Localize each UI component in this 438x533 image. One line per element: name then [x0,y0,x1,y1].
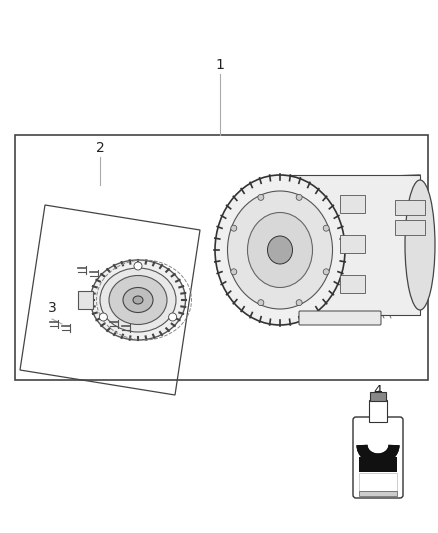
Bar [340,195,365,213]
Bar [78,291,93,309]
Circle shape [258,195,264,200]
Circle shape [296,300,302,305]
Circle shape [169,313,177,321]
Ellipse shape [405,180,435,310]
Circle shape [323,269,329,275]
Text: m: m [374,443,382,453]
Ellipse shape [227,191,332,309]
Ellipse shape [100,268,176,332]
Text: 3: 3 [48,301,57,315]
Circle shape [323,225,329,231]
Ellipse shape [123,287,153,312]
Bar [340,275,365,293]
Circle shape [258,300,264,305]
Circle shape [99,313,107,321]
Bar [359,457,397,472]
Text: 1: 1 [215,58,224,72]
Text: 4: 4 [374,384,382,398]
Circle shape [134,262,142,270]
Ellipse shape [91,260,186,340]
Bar [359,491,397,496]
Bar [15,135,428,380]
Bar [369,400,387,422]
Bar [280,175,420,315]
Bar [395,200,425,215]
Circle shape [231,225,237,231]
Ellipse shape [215,175,345,325]
Bar [370,392,386,401]
Text: 2: 2 [95,141,104,155]
Bar [359,473,397,491]
Ellipse shape [247,213,312,287]
Ellipse shape [133,296,143,304]
Bar [340,235,365,253]
Bar [395,220,425,235]
Ellipse shape [268,236,293,264]
Circle shape [231,269,237,275]
Ellipse shape [109,276,167,325]
Circle shape [296,195,302,200]
Ellipse shape [362,431,394,459]
FancyBboxPatch shape [353,417,403,498]
FancyBboxPatch shape [299,311,381,325]
